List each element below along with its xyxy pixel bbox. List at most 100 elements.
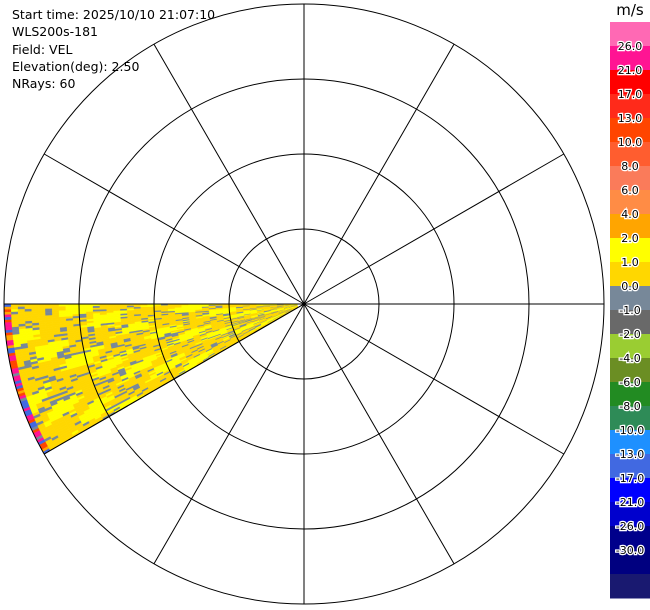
radial-spoke xyxy=(303,303,455,565)
radial-spoke xyxy=(303,43,455,305)
velocity-gate xyxy=(10,306,18,310)
colorbar-tick-label: -30.0 xyxy=(616,544,644,557)
colorbar-tick-label: 4.0 xyxy=(621,208,639,221)
colorbar-segment xyxy=(610,382,650,407)
velocity-gate xyxy=(106,305,114,308)
colorbar-tick-label: 8.0 xyxy=(621,160,639,173)
velocity-gate xyxy=(3,311,12,315)
colorbar-tick-label: -13.0 xyxy=(616,448,644,461)
velocity-gate xyxy=(65,307,73,311)
colorbar-segment xyxy=(610,70,650,95)
colorbar-tick-label: 21.0 xyxy=(618,64,643,77)
colorbar-tick-label: -4.0 xyxy=(619,352,640,365)
colorbar-segment xyxy=(610,22,650,47)
velocity-gate xyxy=(31,306,39,309)
radar-ppi-plot xyxy=(3,3,605,605)
scan-info: Start time: 2025/10/10 21:07:10 WLS200s-… xyxy=(12,6,215,92)
colorbar-segment xyxy=(610,478,650,503)
colorbar-tick-label: -10.0 xyxy=(616,424,644,437)
velocity-gate xyxy=(17,311,25,315)
colorbar-segment xyxy=(610,238,650,263)
colorbar-segment xyxy=(610,46,650,71)
velocity-gate xyxy=(3,308,12,313)
colorbar-tick-label: -26.0 xyxy=(616,520,644,533)
velocity-gate xyxy=(31,308,39,312)
colorbar-segment xyxy=(610,166,650,191)
radial-spoke xyxy=(153,303,305,565)
velocity-gate xyxy=(71,305,80,309)
velocity-gate xyxy=(85,305,93,309)
colorbar-tick-label: -2.0 xyxy=(619,328,640,341)
colorbar-tick-label: 17.0 xyxy=(618,88,643,101)
colorbar-segment xyxy=(610,574,650,599)
colorbar-segment xyxy=(610,214,650,239)
colorbar-segment xyxy=(610,406,650,431)
velocity-gate xyxy=(112,305,121,308)
velocity-gate xyxy=(44,308,53,311)
velocity-gate xyxy=(24,308,32,312)
colorbar-tick-label: -17.0 xyxy=(616,472,644,485)
colorbar-tick-label: 0.0 xyxy=(621,280,639,293)
colorbar-tick-label: -6.0 xyxy=(619,376,640,389)
velocity-gate xyxy=(37,306,46,309)
colorbar-tick-label: 10.0 xyxy=(618,136,643,149)
velocity-gate xyxy=(58,307,66,311)
colorbar-segment xyxy=(610,358,650,383)
colorbar-tick-label: 6.0 xyxy=(621,184,639,197)
instrument-text: WLS200s-181 xyxy=(12,24,98,40)
colorbar-tick-label: 26.0 xyxy=(618,40,643,53)
colorbar-segment xyxy=(610,430,650,455)
velocity-data-sector xyxy=(3,303,305,455)
radial-spoke xyxy=(153,43,305,305)
velocity-gate xyxy=(37,310,46,314)
velocity-gate xyxy=(10,311,19,315)
velocity-gate xyxy=(99,305,107,308)
colorbar-segment xyxy=(610,94,650,119)
velocity-gate xyxy=(10,313,19,317)
colorbar-segment xyxy=(610,118,650,143)
colorbar-tick-label: 2.0 xyxy=(621,232,639,245)
velocity-gate xyxy=(78,305,87,309)
colorbar-segment xyxy=(610,454,650,479)
velocity-gate xyxy=(31,310,39,314)
colorbar-tick-label: 1.0 xyxy=(621,256,639,269)
radial-spoke xyxy=(303,153,565,305)
velocity-gate xyxy=(72,307,80,311)
velocity-colorbar: m/s 26.0 21.0 17.0 13.0 10.0 8.0 6.0 4.0 2.0 1.0 0.… xyxy=(610,1,650,599)
polar-grid xyxy=(3,3,605,605)
radial-spoke xyxy=(43,303,305,455)
velocity-gate xyxy=(51,308,59,311)
velocity-gate xyxy=(24,306,32,310)
velocity-gate xyxy=(10,308,18,312)
velocity-gate xyxy=(51,310,59,314)
velocity-gate xyxy=(17,313,25,317)
colorbar-segment xyxy=(610,526,650,551)
colorbar-tick-label: 13.0 xyxy=(618,112,643,125)
velocity-gate xyxy=(85,307,93,310)
velocity-gate xyxy=(92,305,100,308)
colorbar-segment xyxy=(610,190,650,215)
colorbar-segment xyxy=(610,550,650,575)
velocity-gate xyxy=(3,306,12,310)
colorbar-units-label: m/s xyxy=(616,1,644,19)
colorbar-segment xyxy=(610,286,650,311)
elevation-text: Elevation(deg): 2.50 xyxy=(12,58,140,74)
velocity-gate xyxy=(17,308,25,312)
colorbar-segment xyxy=(610,262,650,287)
colorbar-segment xyxy=(610,142,650,167)
colorbar-segment xyxy=(610,310,650,335)
colorbar-tick-label: -8.0 xyxy=(619,400,640,413)
radial-spoke xyxy=(43,153,305,305)
velocity-gate xyxy=(78,307,87,311)
velocity-gate xyxy=(65,305,73,309)
velocity-gate xyxy=(58,305,66,309)
velocity-gate xyxy=(51,305,59,309)
velocity-gate xyxy=(24,310,32,314)
velocity-gate xyxy=(17,306,25,310)
velocity-gate xyxy=(44,305,52,309)
radial-spoke xyxy=(303,303,565,455)
start-time-text: Start time: 2025/10/10 21:07:10 xyxy=(12,7,216,22)
colorbar-segment xyxy=(610,334,650,359)
colorbar-segment xyxy=(610,502,650,527)
velocity-gate xyxy=(3,314,12,318)
